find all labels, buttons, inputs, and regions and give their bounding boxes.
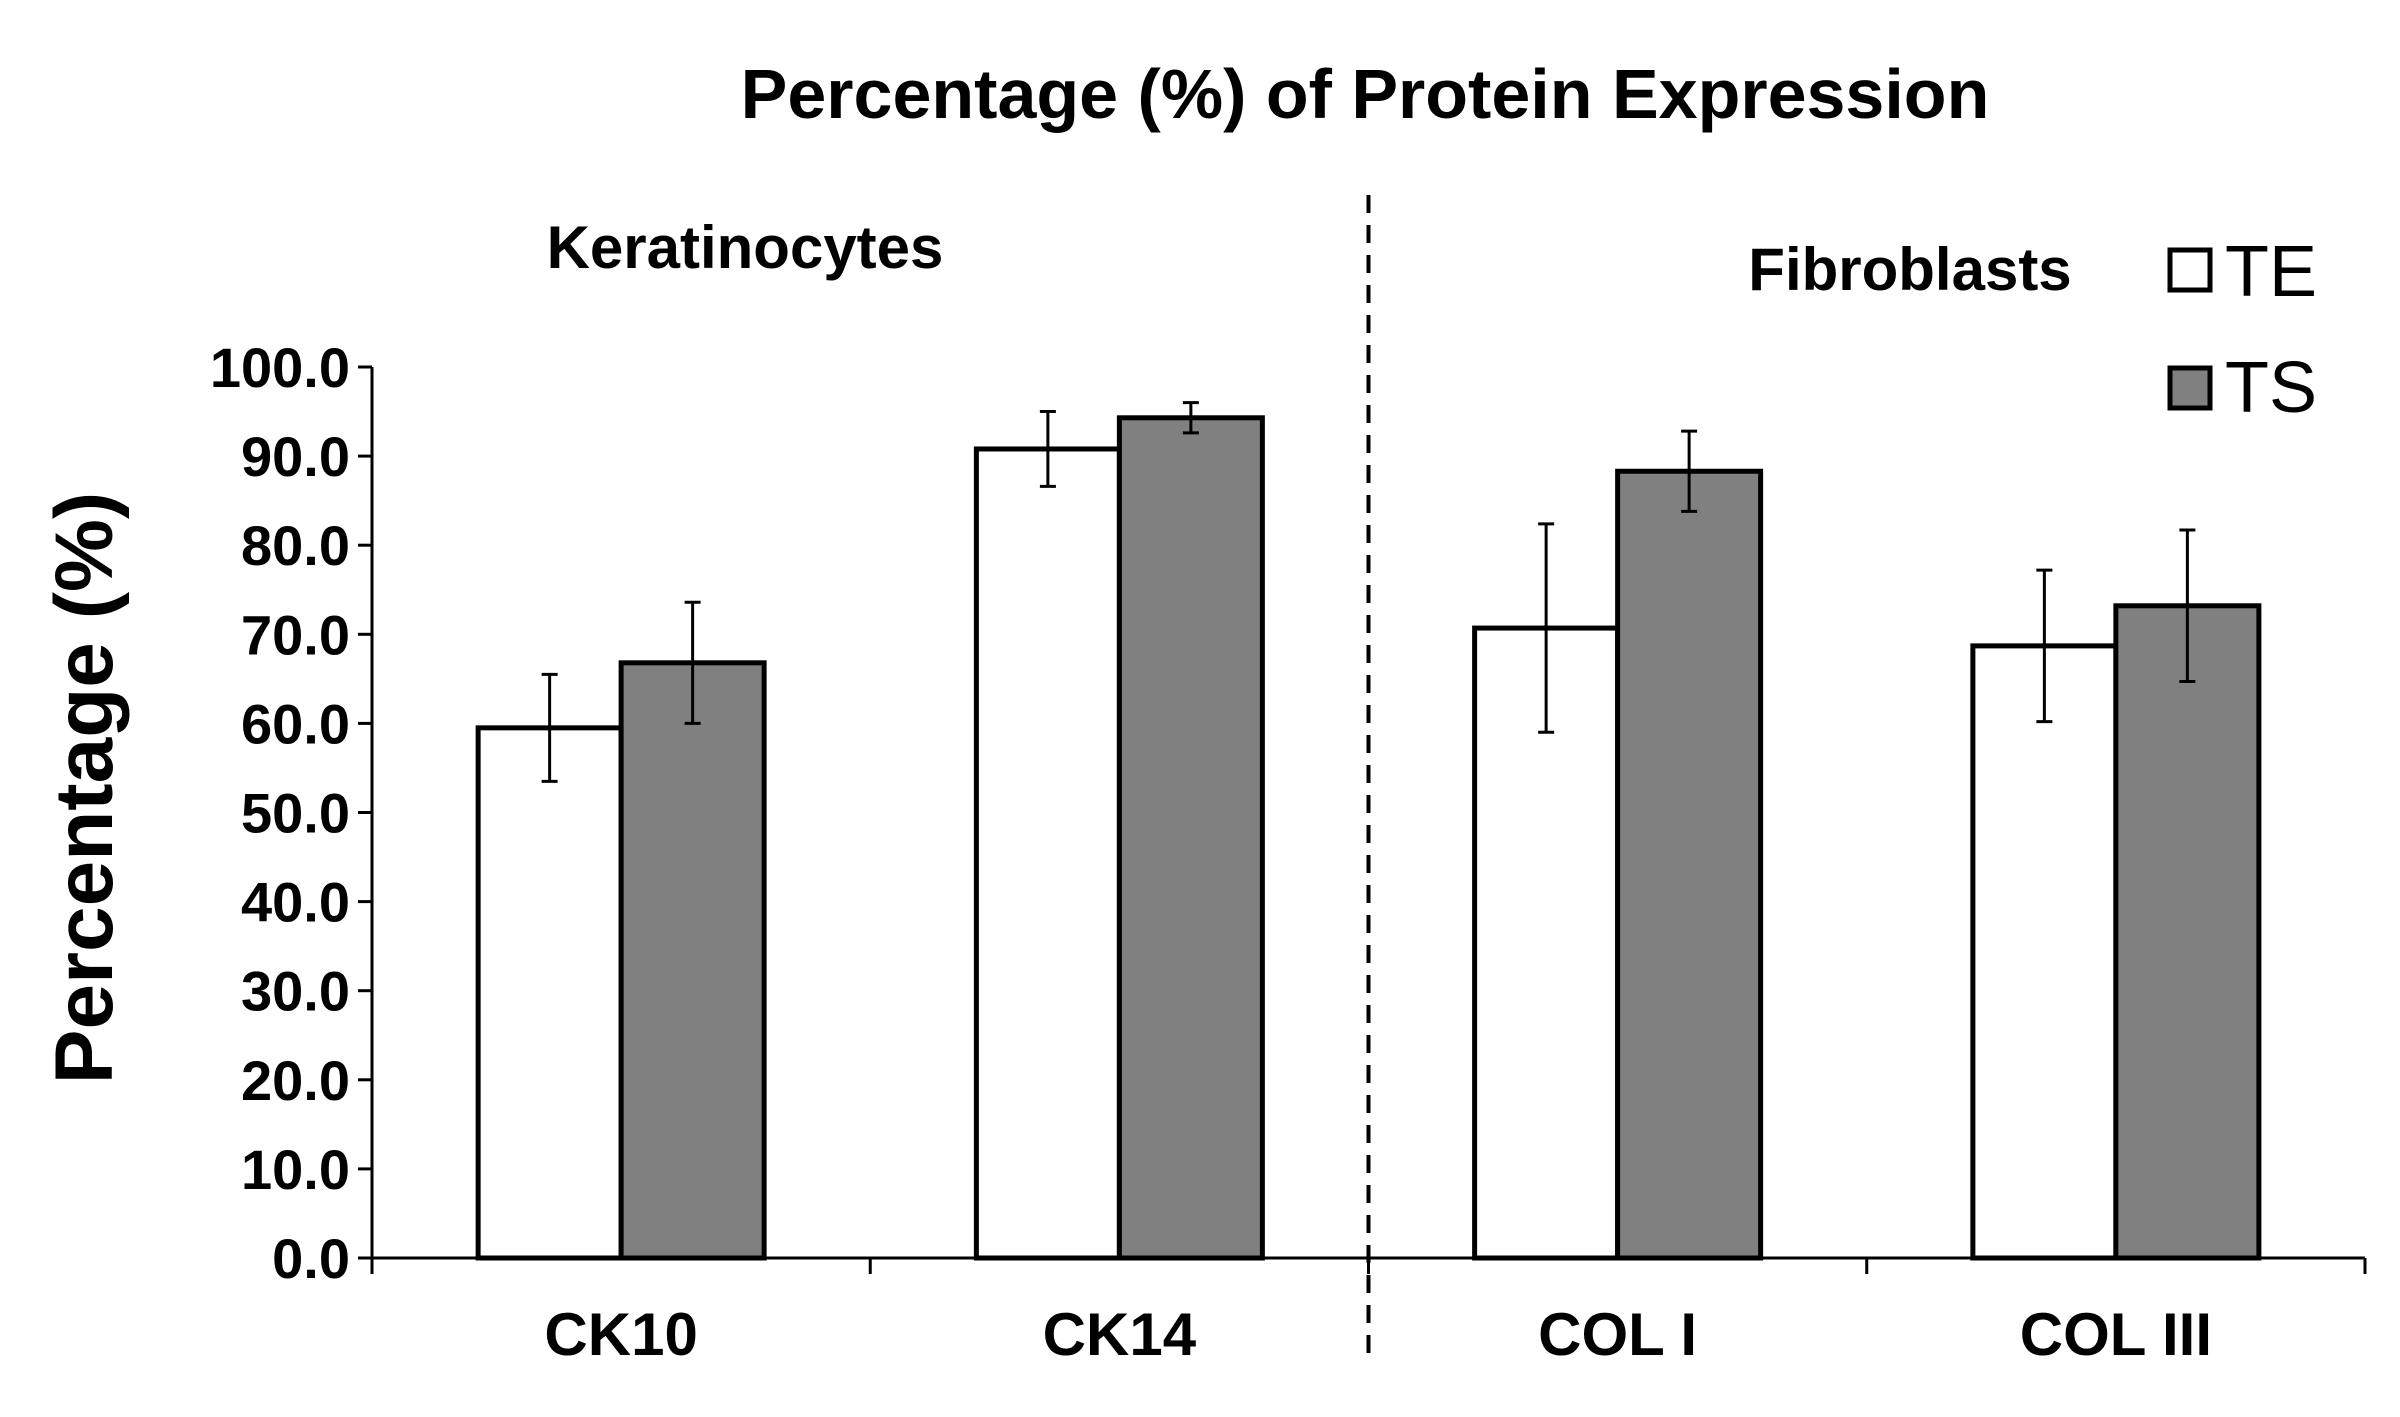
group-label-keratinocytes: Keratinocytes <box>547 214 944 281</box>
bar-te-col-iii <box>1970 643 2119 1261</box>
y-tick-label: 70.0 <box>241 603 350 666</box>
error-bar <box>541 672 558 783</box>
y-axis-label: Percentage (%) <box>39 492 130 1084</box>
legend-swatch-ts <box>2167 365 2213 411</box>
x-tick-label: CK14 <box>1043 1301 1197 1368</box>
legend-label-te: TE <box>2225 232 2317 312</box>
legend-swatch-te <box>2167 247 2213 293</box>
y-tick-label: 30.0 <box>241 960 350 1023</box>
bar-ts-col-i <box>1615 468 1764 1261</box>
error-bar <box>2179 528 2196 684</box>
y-tick-label: 80.0 <box>241 514 350 577</box>
error-bar <box>1538 522 1555 734</box>
error-bar <box>684 600 701 725</box>
y-tick-label: 90.0 <box>241 425 350 488</box>
bar-ts-ck10 <box>618 660 767 1261</box>
error-bar <box>1182 401 1199 435</box>
y-tick-label: 10.0 <box>241 1138 350 1201</box>
chart-title: Percentage (%) of Protein Expression <box>741 55 1990 133</box>
group-label-fibroblasts: Fibroblasts <box>1748 236 2071 303</box>
error-bar <box>1681 429 1698 513</box>
legend: TE TS <box>2167 232 2317 428</box>
y-axis: 0.0 10.0 20.0 30.0 40.0 50.0 60.0 70.0 80.0 90.0 1… <box>210 336 374 1290</box>
y-tick-label: 100.0 <box>210 336 350 399</box>
error-bar <box>2036 568 2053 724</box>
x-tick-label: CK10 <box>544 1301 697 1368</box>
bar-te-ck14 <box>973 446 1122 1261</box>
y-tick-label: 40.0 <box>241 871 350 934</box>
bars <box>475 415 2262 1261</box>
bar-ts-col-iii <box>2113 603 2262 1261</box>
y-tick-label: 20.0 <box>241 1049 350 1112</box>
x-tick-label: COL III <box>2020 1301 2212 1368</box>
error-bars <box>541 401 2196 783</box>
y-tick-label: 60.0 <box>241 692 350 755</box>
bar-ts-ck14 <box>1116 415 1265 1261</box>
legend-label-ts: TS <box>2225 348 2317 428</box>
y-tick-label: 0.0 <box>272 1227 350 1290</box>
bar-te-ck10 <box>475 725 624 1261</box>
error-bar <box>1039 410 1056 488</box>
x-tick-label: COL I <box>1538 1301 1697 1368</box>
y-tick-label: 50.0 <box>241 782 350 845</box>
